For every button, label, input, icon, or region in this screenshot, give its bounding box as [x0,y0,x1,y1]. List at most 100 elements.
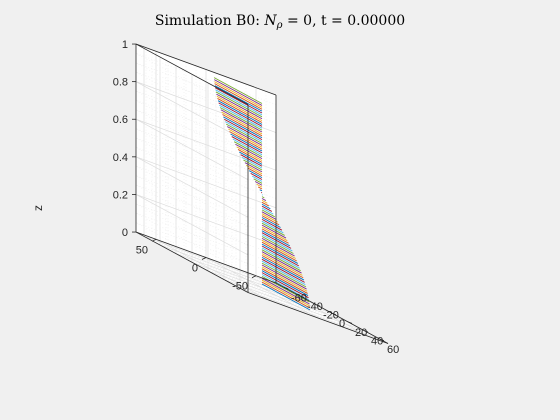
data-line [223,116,263,139]
data-line [261,200,268,204]
x-tick-label: 20 [355,327,367,339]
data-line [237,149,263,163]
x-tick-mark [331,312,337,316]
minor-grid-floor-x [151,240,293,292]
minor-grid-back-z [135,53,249,115]
x-tick-label: 40 [371,336,383,348]
minor-grid-back-z [135,100,249,162]
title-symbol: N [263,13,277,29]
data-line [216,95,263,122]
data-line [261,283,311,311]
data-line [247,167,263,177]
data-line [261,226,288,242]
data-line [229,131,263,150]
data-line [261,232,292,249]
minor-grid-floor-y [195,253,309,315]
minor-grid-back-z [135,128,249,190]
minor-grid-side-z [135,222,277,274]
grid-back-z [135,156,249,218]
data-line [253,178,263,184]
data-line [228,128,263,148]
z-tick-label: 0 [122,227,128,239]
data-line [236,146,263,161]
data-line [261,270,309,296]
z-tick-label: 1 [122,39,128,51]
frame-edge [135,43,277,96]
data-line [261,211,277,220]
x-tick-label: -20 [323,310,339,322]
grid-back-z [135,81,249,143]
data-line [261,198,267,201]
chart-title: Simulation B0: Nρ = 0, t = 0.00000 [155,13,405,31]
data-line [261,219,283,231]
minor-grid-side-z [135,165,277,218]
data-line [216,93,263,120]
minor-grid-back-z [135,90,249,152]
title-subscript: ρ [276,20,283,31]
y-tick-label: 50 [136,244,148,256]
minor-grid-side-z [135,53,277,105]
frame-edge [135,43,249,105]
data-line [261,245,299,267]
data-line [235,143,263,160]
minor-grid-floor-y [165,242,279,304]
data-line [214,81,263,108]
data-line [257,186,263,190]
minor-grid-side-z [135,109,277,162]
data-line [222,114,263,137]
minor-grid-floor-x [167,249,309,301]
data-line [259,189,263,192]
data-line [218,102,263,127]
grid-floor-y [255,275,369,337]
data-line [261,266,308,292]
minor-grid-side-z [135,175,277,227]
data-line [261,236,294,254]
minor-grid-side-z [135,62,277,115]
x-tick-mark [315,304,321,307]
data-line [261,239,296,259]
data-line [261,260,306,286]
data-line [261,247,300,269]
data-line [246,164,263,175]
y-tick-mark [151,238,157,242]
data-line [261,264,307,290]
data-line [215,89,263,116]
y-tick-mark [251,275,257,279]
data-line [261,279,310,307]
data-sheet [213,77,311,311]
data-line [214,83,263,110]
minor-grid-back-z [135,109,249,171]
x-tick-mark [283,286,289,290]
minor-grid-side-z [135,90,277,143]
x-tick-mark [363,330,369,333]
data-line [225,121,263,142]
minor-grid-floor-y [175,246,289,308]
data-line [261,281,310,309]
minor-grid-back-z [135,184,249,246]
data-line [221,111,263,135]
data-line [261,253,303,276]
y-tick-mark [201,257,207,260]
minor-grid-floor-y [245,271,359,333]
data-line [261,249,301,272]
title-prefix: Simulation B0: [155,13,265,29]
data-line [219,104,263,129]
data-line [215,91,263,118]
data-line [261,274,310,301]
data-line [261,238,295,257]
minor-grid-side-z [135,100,277,152]
data-line [227,126,263,146]
z-tick-label: 0.6 [113,114,128,126]
minor-grid-floor-x [215,274,357,327]
grid-floor-y [155,239,269,301]
y-tick-label: -50 [232,281,248,293]
data-line [256,183,263,188]
data-line [261,277,310,305]
grid-side-z [135,194,277,246]
data-line [243,159,263,171]
x-tick-mark [347,321,353,324]
data-line [261,268,308,294]
data-line [241,156,263,169]
minor-grid-floor-x [183,257,325,310]
